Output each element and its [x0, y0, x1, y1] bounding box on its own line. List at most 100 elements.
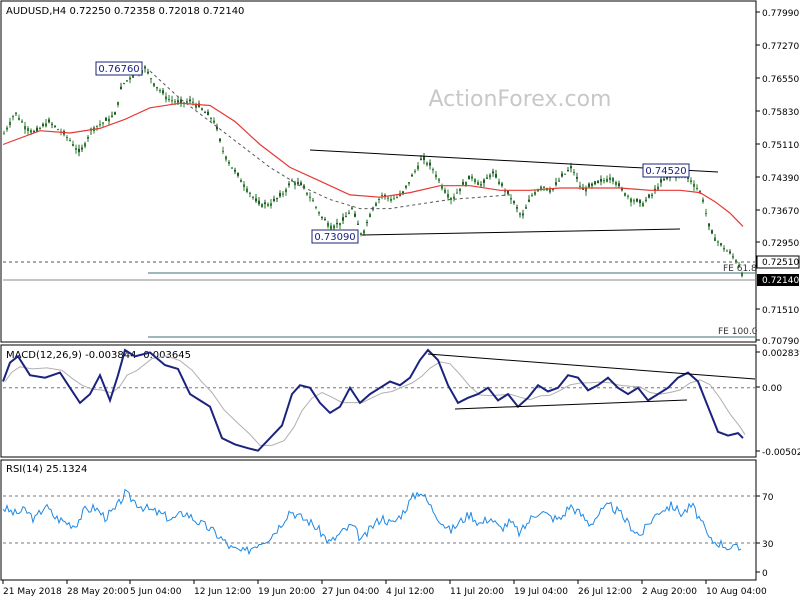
price-tick-label: 0.74390 [762, 174, 799, 184]
candle-body [387, 197, 389, 199]
candle-body [72, 144, 74, 146]
macd-signal-line [4, 355, 746, 446]
candle-body [6, 127, 8, 130]
candle-body [12, 116, 14, 118]
candle-body [441, 185, 443, 189]
price-lines [2, 70, 744, 227]
candle-body [543, 186, 545, 188]
candle-body [189, 99, 191, 102]
candle-body [705, 213, 707, 215]
candle-body [738, 264, 740, 267]
candle-body [339, 222, 341, 226]
x-tick-label: 27 Jun 04:00 [322, 587, 379, 597]
price-tick-label: 0.70790 [762, 337, 799, 347]
candle-body [582, 188, 584, 190]
x-tick-label: 28 May 20:00 [67, 587, 129, 597]
candle-body [468, 175, 470, 180]
candle-body [369, 214, 371, 218]
price-tick-label: 0.77990 [762, 9, 799, 19]
candle-body [732, 256, 734, 258]
candle-body [456, 192, 458, 194]
candle-body [153, 83, 155, 87]
candle-body [345, 216, 347, 218]
candle-body [228, 161, 230, 164]
candle-body [108, 118, 110, 122]
candle-body [384, 194, 386, 197]
candle-body [633, 200, 635, 202]
candle-body [591, 183, 593, 186]
level-price-tag-text: 0.72510 [762, 258, 799, 268]
price-axis: 0.77990 0.77270 0.76550 0.75830 0.75110 0.743… [756, 9, 800, 347]
candle-body [537, 189, 539, 192]
candle-body [438, 179, 440, 181]
candle-body [9, 121, 11, 126]
candle-body [519, 213, 521, 215]
candle-body [534, 192, 536, 195]
candle-body [495, 174, 497, 178]
candle-body [105, 117, 107, 121]
candle-body [657, 186, 659, 190]
candle-body [240, 180, 242, 183]
candle-body [651, 194, 653, 196]
rsi-tick-label: 70 [762, 493, 774, 503]
x-tick-label: 12 Jun 12:00 [194, 587, 251, 597]
candle-body [192, 101, 194, 103]
candle-body [630, 198, 632, 203]
candle-body [81, 147, 83, 150]
candle-body [423, 156, 425, 161]
x-tick-label: 19 Jul 04:00 [514, 587, 568, 597]
candle-body [21, 121, 23, 123]
candle-body [699, 191, 701, 193]
candle-body [195, 104, 197, 108]
candle-body [525, 207, 527, 209]
candle-body [300, 182, 302, 186]
macd-lower-trendline [454, 399, 688, 410]
candle-body [351, 207, 353, 209]
candle-body [84, 143, 86, 147]
candle-body [249, 192, 251, 194]
candle-body [336, 223, 338, 225]
candle-body [354, 213, 356, 217]
candle-body [168, 99, 170, 101]
candle-body [624, 193, 626, 196]
candle-body [690, 180, 692, 182]
candle-body [381, 194, 383, 196]
candle-body [462, 182, 464, 185]
candle-body [567, 170, 569, 172]
candle-body [147, 71, 149, 74]
candle-body [243, 184, 245, 188]
candle-body [186, 101, 188, 103]
candle-body [363, 230, 365, 234]
candle-body [408, 182, 410, 184]
x-tick-label: 21 May 2018 [3, 587, 62, 597]
candle-body [327, 222, 329, 227]
price-panel-frame [0, 0, 757, 343]
rsi-tick-label: 0 [762, 569, 768, 579]
candle-body [54, 125, 56, 127]
candle-body [564, 173, 566, 175]
candle-body [660, 179, 662, 183]
candle-body [36, 127, 38, 132]
candle-body [693, 183, 695, 187]
candle-body [429, 162, 431, 166]
candle-body [531, 194, 533, 196]
candle-body [687, 177, 689, 179]
candle-body [645, 199, 647, 201]
candle-body [267, 204, 269, 206]
candle-body [735, 260, 737, 263]
candle-body [258, 200, 260, 205]
candle-body [714, 237, 716, 242]
candle-body [357, 223, 359, 225]
candle-body [585, 188, 587, 192]
candle-body [276, 198, 278, 200]
price-tick-label: 0.76550 [762, 75, 799, 85]
candle-body [639, 199, 641, 204]
candle-body [123, 83, 125, 85]
candle-body [579, 185, 581, 187]
rsi-axis: 70 30 0 [756, 493, 774, 579]
candle-body [447, 193, 449, 198]
candle-body [606, 178, 608, 182]
candle-body [486, 177, 488, 179]
price-tick-label: 0.72950 [762, 239, 799, 249]
